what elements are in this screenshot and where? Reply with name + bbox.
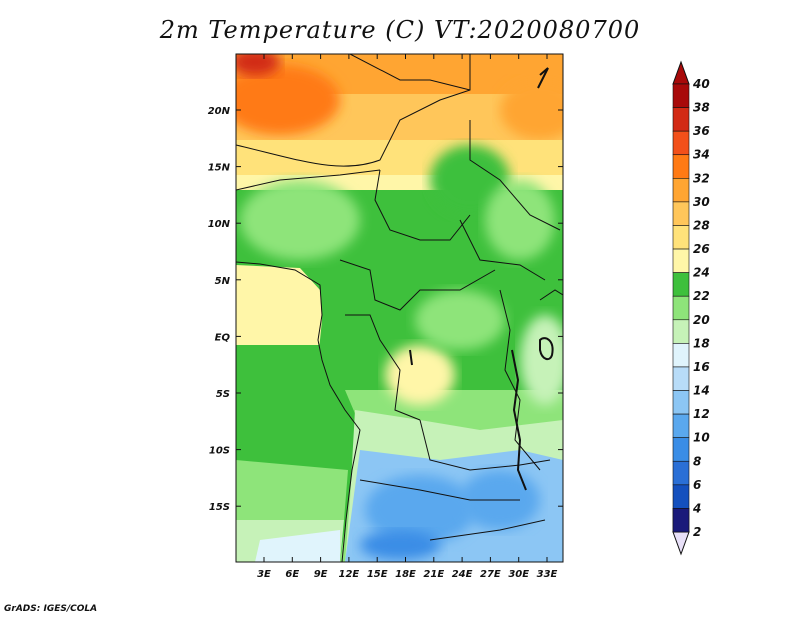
- colorbar-segment: [672, 295, 690, 321]
- colorbar-segment: [672, 225, 690, 250]
- lat-tick-label: 10S: [209, 446, 230, 457]
- lat-tick-label: 15N: [208, 163, 231, 174]
- colorbar-segment: [672, 366, 690, 391]
- colorbar-segment: [672, 413, 690, 438]
- lat-tick-label: 10N: [208, 219, 231, 230]
- lon-tick-label: 21E: [423, 569, 444, 580]
- colorbar-arrow-high: [672, 60, 690, 85]
- colorbar-label: 16: [693, 360, 710, 374]
- grads-credit: GrADS: IGES/COLA: [4, 604, 98, 614]
- colorbar-segment: [672, 319, 690, 344]
- lon-tick-label: 12E: [339, 569, 360, 580]
- lon-tick-label: 15E: [367, 569, 388, 580]
- temperature-field: [236, 54, 563, 562]
- colorbar-segment: [672, 390, 690, 415]
- lon-tick-label: 18E: [395, 569, 416, 580]
- colorbar-label: 40: [692, 77, 710, 91]
- longitude-axis: 3E 6E 9E 12E 15E 18E 21E 24E 27E 30E 33E: [257, 54, 558, 580]
- colorbar-segment: [672, 272, 690, 297]
- colorbar-label: 10: [693, 431, 710, 445]
- colorbar-segment: [672, 154, 690, 179]
- lon-tick-label: 3E: [257, 569, 271, 580]
- lat-tick-label: 15S: [209, 502, 230, 513]
- lat-tick-label: 20N: [208, 106, 231, 117]
- colorbar-label: 20: [693, 313, 710, 327]
- lon-tick-label: 24E: [452, 569, 473, 580]
- colorbar-label: 28: [693, 218, 710, 232]
- colorbar-label: 8: [693, 454, 701, 468]
- colorbar-label: 18: [693, 336, 710, 350]
- colorbar-label: 30: [693, 195, 710, 209]
- map-frame: [235, 53, 564, 563]
- map-title: 2m Temperature (C) VT:2020080700: [159, 16, 641, 44]
- colorbar-label: 26: [693, 242, 710, 256]
- colorbar-label: 22: [693, 289, 710, 303]
- colorbar-segment: [672, 130, 690, 156]
- colorbar-label: 36: [693, 124, 710, 138]
- lon-tick-label: 6E: [285, 569, 299, 580]
- colorbar-label: 4: [692, 501, 701, 515]
- colorbar-label: 34: [693, 148, 710, 162]
- latitude-axis: 20N 15N 10N 5N EQ 5S 10S 15S: [208, 106, 563, 513]
- colorbar-label: 12: [693, 407, 710, 421]
- colorbar-label: 6: [693, 478, 701, 492]
- lon-tick-label: 33E: [537, 569, 558, 580]
- lat-tick-label: 5S: [216, 389, 230, 400]
- colorbar-segment: [672, 437, 690, 462]
- colorbar-segment: [672, 178, 690, 203]
- lat-tick-label: 5N: [215, 276, 231, 287]
- colorbar-segment: [672, 107, 690, 132]
- colorbar-label: 2: [693, 525, 701, 539]
- colorbar-segment: [672, 343, 690, 368]
- lon-tick-label: 30E: [508, 569, 529, 580]
- colorbar-arrow-low: [672, 531, 690, 556]
- colorbar-label: 38: [693, 101, 710, 115]
- lon-tick-label: 27E: [480, 569, 501, 580]
- lat-tick-label: EQ: [215, 332, 231, 343]
- colorbar-segment: [672, 484, 690, 509]
- colorbar-label: 32: [693, 171, 710, 185]
- colorbar-segment: [672, 83, 690, 108]
- colorbar-segment: [672, 508, 690, 533]
- colorbar-label: 14: [693, 384, 710, 398]
- lon-tick-label: 9E: [314, 569, 328, 580]
- colorbar-segment: [672, 201, 690, 226]
- colorbar-segment: [672, 248, 690, 273]
- colorbar-segment: [672, 460, 690, 486]
- colorbar-label: 24: [693, 266, 710, 280]
